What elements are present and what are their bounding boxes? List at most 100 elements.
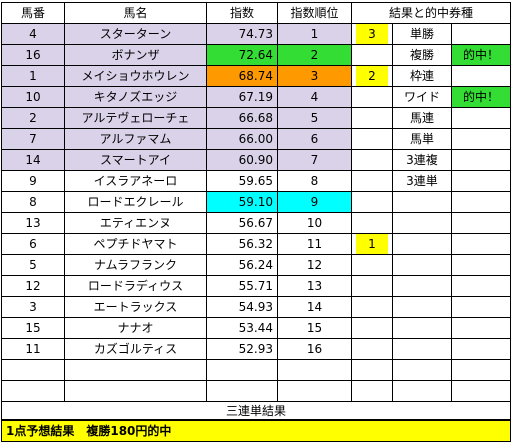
score: 55.71	[206, 275, 278, 297]
score: 54.93	[206, 296, 278, 318]
empty-cell	[1, 380, 65, 402]
score: 52.93	[206, 338, 278, 360]
horse-name: エティエンヌ	[64, 212, 207, 234]
finish-position	[351, 338, 393, 360]
score: 66.68	[206, 107, 278, 129]
horse-number: 12	[1, 275, 65, 297]
prediction-table: 馬番 馬名 指数 指数順位 結果と的中券種 4 スターターン 74.73 1 3…	[1, 2, 511, 402]
horse-name: イスラアネーロ	[64, 170, 207, 192]
horse-number: 9	[1, 170, 65, 192]
horse-number: 5	[1, 254, 65, 276]
horse-number: 15	[1, 317, 65, 339]
finish-position	[351, 170, 393, 192]
finish-position	[351, 86, 393, 108]
empty-cell	[392, 359, 452, 381]
finish-position: 1	[351, 233, 393, 255]
rank: 12	[277, 254, 352, 276]
table-row: 6 ペプチドヤマト 56.32 11 1	[1, 233, 511, 255]
score: 56.67	[206, 212, 278, 234]
rank: 13	[277, 275, 352, 297]
one-point-result-summary: 1点予想結果 複勝180円的中	[1, 420, 511, 442]
finish-position	[351, 254, 393, 276]
rank: 16	[277, 338, 352, 360]
table-row: 1 メイショウホウレン 68.74 3 2 枠連	[1, 65, 511, 87]
hit-status	[451, 317, 511, 339]
rank: 14	[277, 296, 352, 318]
score: 53.44	[206, 317, 278, 339]
rank: 6	[277, 128, 352, 150]
bet-type: 3連単	[392, 170, 452, 192]
horse-name: アルファマム	[64, 128, 207, 150]
table-row: 14 スマートアイ 60.90 7 3連複	[1, 149, 511, 171]
table-row: 7 アルファマム 66.00 6 馬単	[1, 128, 511, 150]
bet-type	[392, 317, 452, 339]
finish-position	[351, 296, 393, 318]
empty-cell	[206, 359, 278, 381]
rank: 7	[277, 149, 352, 171]
horse-name: アルテヴェローチェ	[64, 107, 207, 129]
bet-type: ワイド	[392, 86, 452, 108]
horse-name: ボナンザ	[64, 44, 207, 66]
finish-position	[351, 44, 393, 66]
horse-name: ナナオ	[64, 317, 207, 339]
header-horse-number: 馬番	[1, 2, 65, 24]
table-row: 3 エートラックス 54.93 14	[1, 296, 511, 318]
header-result: 結果と的中券種	[351, 2, 511, 24]
empty-cell	[451, 380, 511, 402]
hit-status	[451, 338, 511, 360]
finish-badge: 1	[356, 234, 388, 254]
table-row: 15 ナナオ 53.44 15	[1, 317, 511, 339]
finish-position	[351, 149, 393, 171]
bet-type: 複勝	[392, 44, 452, 66]
sanrentan-result-title: 三連単結果	[1, 401, 511, 420]
hit-status	[451, 23, 511, 45]
horse-number: 7	[1, 128, 65, 150]
table-row: 9 イスラアネーロ 59.65 8 3連単	[1, 170, 511, 192]
horse-name: スマートアイ	[64, 149, 207, 171]
hit-status	[451, 275, 511, 297]
score: 60.90	[206, 149, 278, 171]
table-row: 13 エティエンヌ 56.67 10	[1, 212, 511, 234]
finish-position	[351, 128, 393, 150]
score: 72.64	[206, 44, 278, 66]
hit-status	[451, 107, 511, 129]
score: 59.10	[206, 191, 278, 213]
empty-cell	[351, 380, 393, 402]
table-row: 5 ナムラフランク 56.24 12	[1, 254, 511, 276]
empty-cell	[64, 380, 207, 402]
empty-cell	[351, 359, 393, 381]
empty-cell	[451, 359, 511, 381]
horse-number: 4	[1, 23, 65, 45]
empty-row	[1, 359, 511, 381]
bet-type	[392, 296, 452, 318]
finish-position: 3	[351, 23, 393, 45]
table-row: 11 カズゴルティス 52.93 16	[1, 338, 511, 360]
empty-cell	[277, 380, 352, 402]
bet-type	[392, 275, 452, 297]
score: 56.32	[206, 233, 278, 255]
horse-number: 14	[1, 149, 65, 171]
finish-position	[351, 212, 393, 234]
bet-type: 単勝	[392, 23, 452, 45]
horse-name: カズゴルティス	[64, 338, 207, 360]
hit-status: 的中！	[451, 44, 511, 66]
rank: 8	[277, 170, 352, 192]
horse-number: 8	[1, 191, 65, 213]
hit-status	[451, 296, 511, 318]
score: 67.19	[206, 86, 278, 108]
rank: 1	[277, 23, 352, 45]
empty-cell	[64, 359, 207, 381]
score: 56.24	[206, 254, 278, 276]
rank: 9	[277, 191, 352, 213]
bet-type: 馬連	[392, 107, 452, 129]
horse-name: キタノズエッジ	[64, 86, 207, 108]
hit-status	[451, 233, 511, 255]
bet-type	[392, 338, 452, 360]
bet-type	[392, 212, 452, 234]
finish-position: 2	[351, 65, 393, 87]
horse-name: ロードラディウス	[64, 275, 207, 297]
horse-name: ペプチドヤマト	[64, 233, 207, 255]
score: 74.73	[206, 23, 278, 45]
rank: 3	[277, 65, 352, 87]
